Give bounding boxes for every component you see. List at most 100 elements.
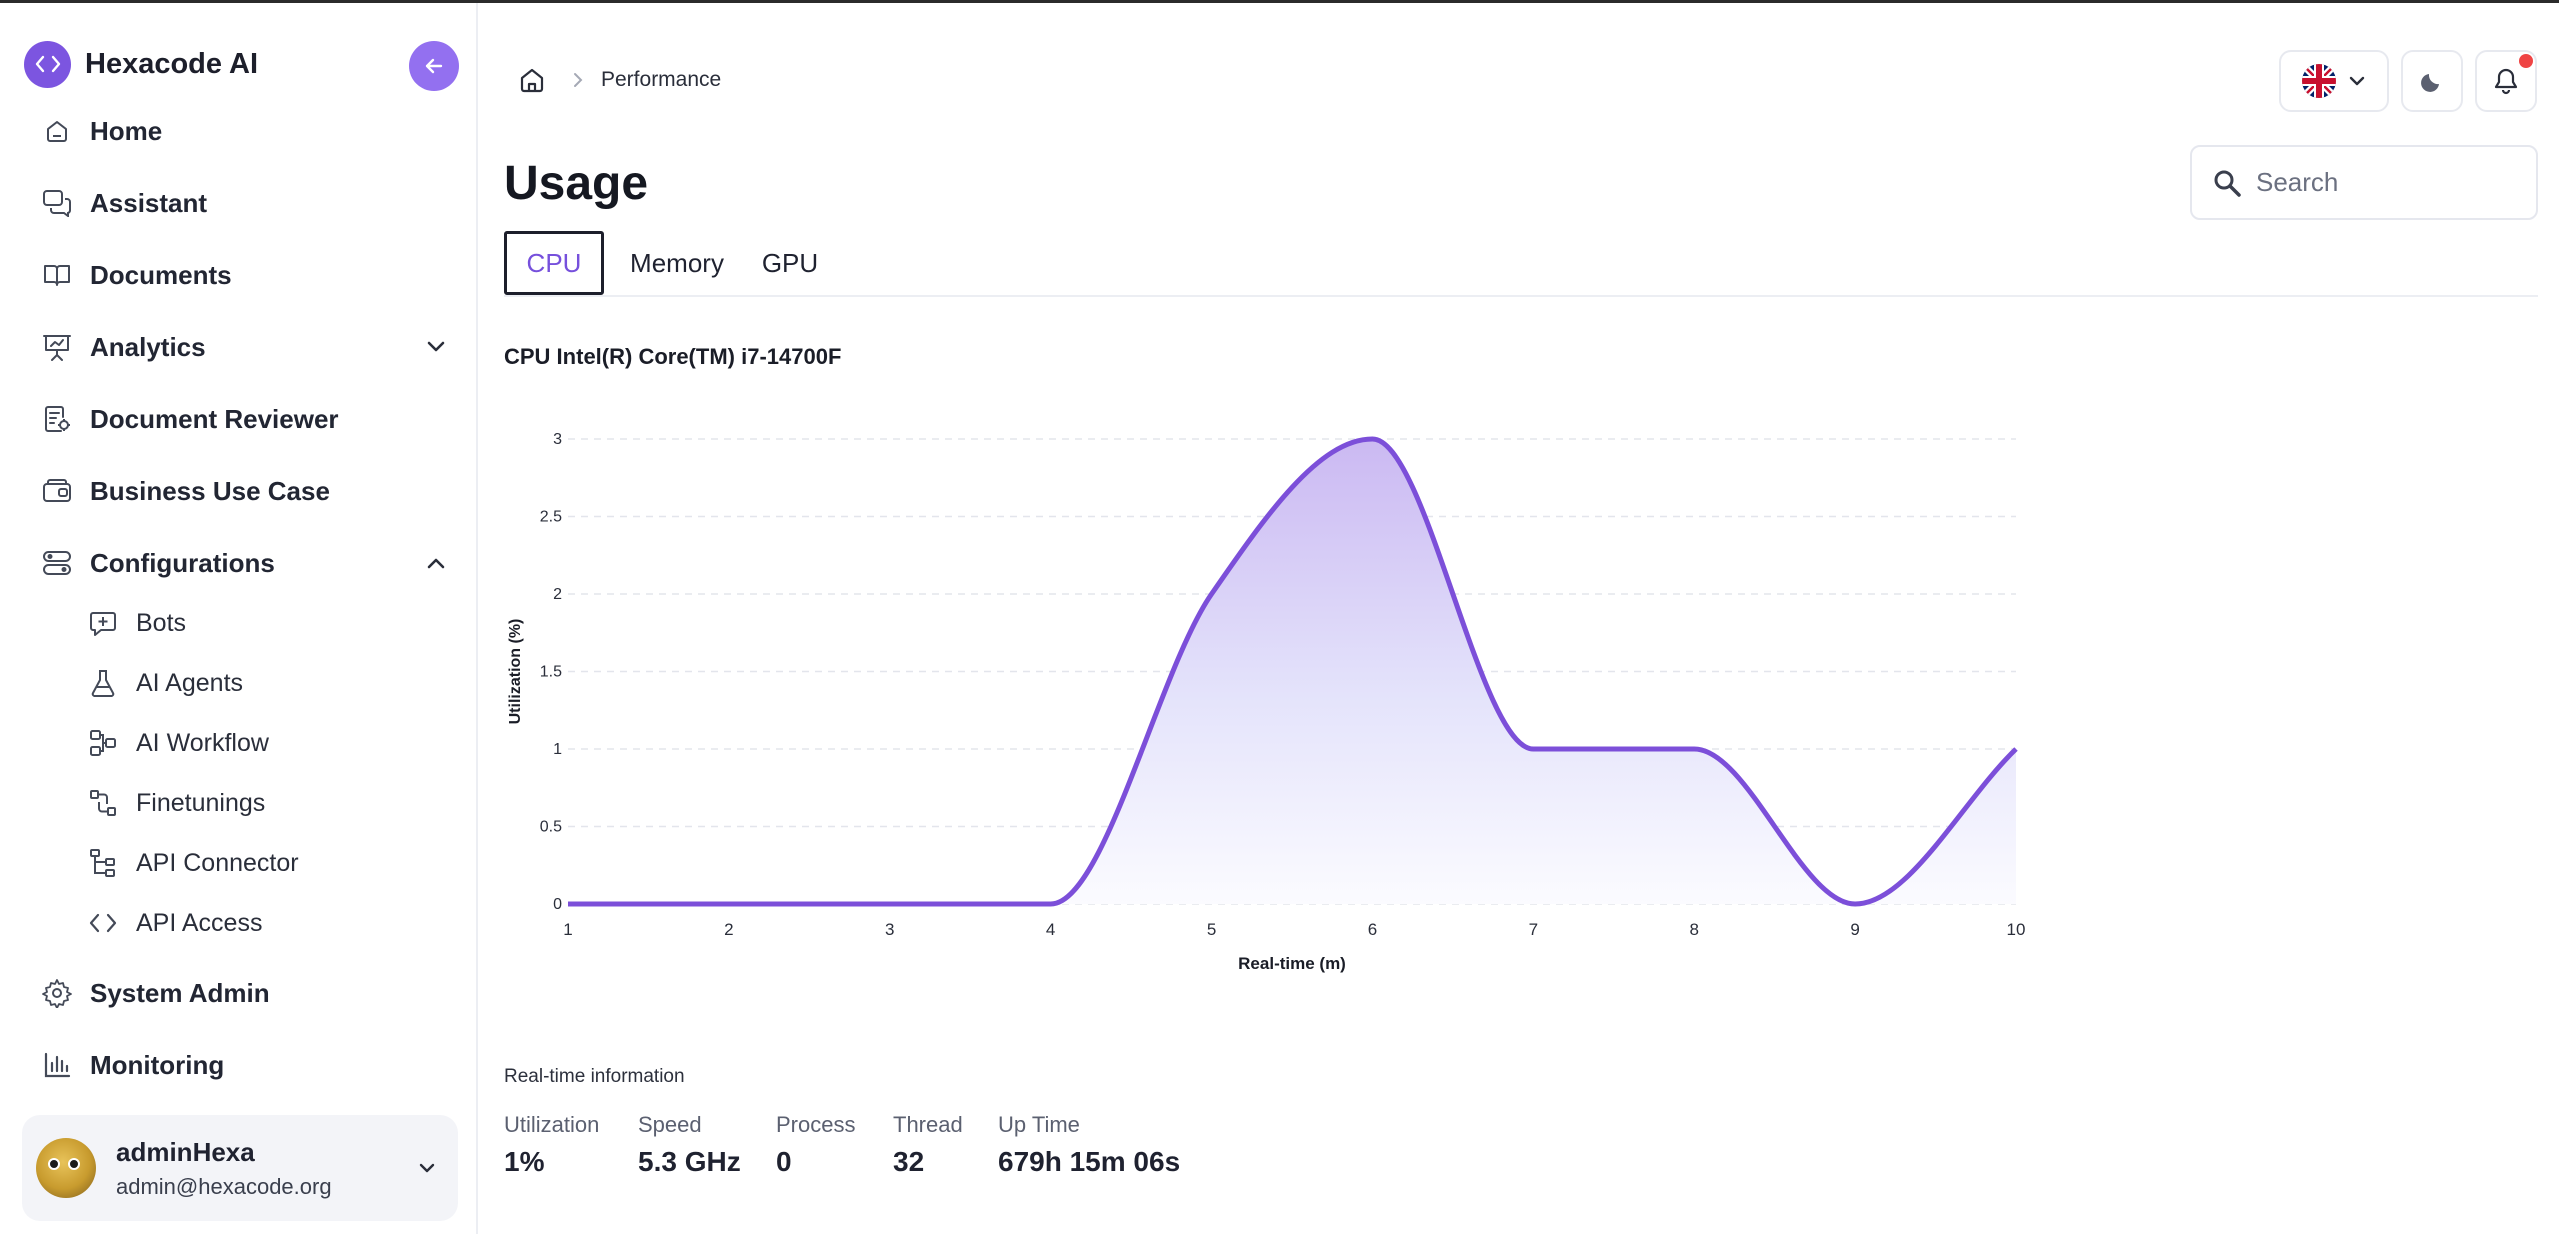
user-email: admin@hexacode.org (116, 1173, 332, 1199)
chevron-up-icon[interactable] (422, 549, 450, 577)
sidebar-item-label: Document Reviewer (90, 403, 339, 434)
git-compare-icon (88, 788, 118, 818)
stat-thread: Thread 32 (893, 1112, 963, 1178)
y-tick-label: 2 (553, 586, 562, 603)
code-icon (24, 40, 71, 88)
bell-icon (2494, 68, 2518, 95)
sidebar-item-label: Business Use Case (90, 475, 330, 506)
notifications-button[interactable] (2475, 50, 2537, 112)
notification-dot (2519, 54, 2533, 68)
stat-value: 1% (504, 1146, 545, 1177)
sidebar-item-monitoring[interactable]: Monitoring (40, 1043, 450, 1087)
sidebar-item-documents[interactable]: Documents (40, 253, 450, 297)
stat-value: 679h 15m 06s (998, 1146, 1181, 1177)
gear-icon (40, 976, 74, 1010)
sidebar-item-system-admin[interactable]: System Admin (40, 971, 450, 1015)
sidebar-subitem-label: API Access (136, 908, 263, 937)
sidebar-item-configurations[interactable]: Configurations (40, 541, 450, 585)
language-selector[interactable] (2279, 50, 2389, 112)
breadcrumb-home[interactable] (516, 64, 548, 96)
user-name: adminHexa (116, 1136, 255, 1167)
sidebar-subitem-label: API Connector (136, 848, 299, 877)
avatar (36, 1138, 96, 1198)
stat-value: 32 (893, 1146, 925, 1177)
sidebar-subitem-label: AI Workflow (136, 728, 269, 757)
realtime-title: Real-time information (504, 1066, 685, 1087)
home-icon (520, 68, 544, 93)
sidebar-subitem-label: AI Agents (136, 668, 244, 697)
y-tick-label: 1.5 (540, 664, 562, 681)
collapse-sidebar-button[interactable] (409, 41, 459, 91)
sidebar-item-document-reviewer[interactable]: Document Reviewer (40, 397, 450, 441)
series-area (567, 436, 2018, 907)
sidebar-item-label: Configurations (90, 547, 275, 578)
y-tick-label: 1 (553, 741, 562, 758)
x-tick-label: 9 (1850, 920, 1859, 939)
sidebar-item-business-use-case[interactable]: Business Use Case (40, 469, 450, 513)
y-axis-ticks: 0 0.5 1 1.5 2 2.5 3 (540, 431, 562, 913)
cpu-usage-chart: 0 0.5 1 1.5 2 2.5 3 1 2 3 4 5 6 7 8 9 10 Utilization (%… (504, 405, 2064, 1010)
series-line (568, 436, 2018, 907)
x-tick-label: 4 (1046, 920, 1055, 939)
chevron-down-icon[interactable] (422, 333, 450, 361)
series-area-fill (568, 439, 2016, 904)
top-border (0, 0, 2559, 3)
stat-label: Thread (893, 1112, 963, 1137)
sidebar-subitem-bots[interactable]: Bots (88, 603, 428, 643)
chevron-down-icon (2349, 76, 2365, 86)
sidebar-subitem-label: Finetunings (136, 788, 266, 817)
tab-cpu[interactable]: CPU (504, 231, 604, 295)
x-tick-label: 1 (563, 920, 572, 939)
tab-bar: CPU Memory GPU (504, 231, 2538, 297)
sidebar-item-analytics[interactable]: Analytics (40, 325, 450, 369)
uk-flag-icon (2302, 64, 2336, 98)
sidebar-subitem-finetunings[interactable]: Finetunings (88, 783, 428, 823)
chevron-down-icon[interactable] (412, 1153, 442, 1183)
sidebar-item-label: Assistant (90, 187, 208, 218)
flask-icon (88, 668, 118, 698)
home-icon (40, 114, 74, 148)
sidebar-item-assistant[interactable]: Assistant (40, 181, 450, 225)
sidebar-item-home[interactable]: Home (40, 109, 450, 153)
breadcrumb-current: Performance (601, 68, 722, 91)
search-box[interactable] (2190, 145, 2538, 220)
sidebar-subitem-api-access[interactable]: API Access (88, 903, 428, 943)
page-title: Usage (504, 157, 649, 210)
hierarchy-icon (88, 848, 118, 878)
stat-label: Process (776, 1112, 856, 1137)
presentation-chart-icon (40, 330, 74, 364)
theme-toggle-button[interactable] (2401, 50, 2463, 112)
user-profile-card[interactable]: adminHexa admin@hexacode.org (22, 1115, 458, 1221)
cpu-name: CPU Intel(R) Core(TM) i7-14700F (504, 344, 842, 369)
sidebar-subitem-ai-workflow[interactable]: AI Workflow (88, 723, 428, 763)
sidebar-item-label: Documents (90, 259, 232, 290)
search-input[interactable] (2256, 167, 2516, 198)
x-tick-label: 5 (1207, 920, 1216, 939)
sidebar-item-label: System Admin (90, 977, 270, 1008)
document-check-icon (40, 402, 74, 436)
code-icon (88, 908, 118, 938)
sidebar-item-label: Home (90, 115, 163, 146)
sidebar-subitem-ai-agents[interactable]: AI Agents (88, 663, 428, 703)
brand[interactable]: Hexacode AI (24, 39, 258, 89)
app-name: Hexacode AI (85, 47, 258, 80)
book-icon (40, 258, 74, 292)
sidebar: Hexacode AI Home Assistant Documents Ana… (0, 3, 478, 1234)
sidebar-subitem-api-connector[interactable]: API Connector (88, 843, 428, 883)
chart-svg: 0 0.5 1 1.5 2 2.5 3 1 2 3 4 5 6 7 8 9 10 Utilization (%… (507, 431, 2025, 973)
x-tick-label: 7 (1529, 920, 1538, 939)
x-tick-label: 10 (2007, 920, 2026, 939)
x-tick-label: 8 (1689, 920, 1698, 939)
stat-uptime: Up Time 679h 15m 06s (998, 1112, 1180, 1178)
x-axis-ticks: 1 2 3 4 5 6 7 8 9 10 (563, 920, 2025, 939)
tab-memory[interactable]: Memory (630, 247, 724, 278)
sidebar-item-label: Monitoring (90, 1049, 225, 1080)
moon-icon (2421, 74, 2439, 92)
sidebar-subitem-label: Bots (136, 608, 187, 637)
wallet-icon (40, 474, 74, 508)
tab-gpu[interactable]: GPU (761, 247, 819, 278)
chevron-right-icon (568, 68, 588, 92)
chat-icon (40, 186, 74, 220)
search-icon (2210, 166, 2244, 200)
stat-process: Process 0 (776, 1112, 855, 1178)
